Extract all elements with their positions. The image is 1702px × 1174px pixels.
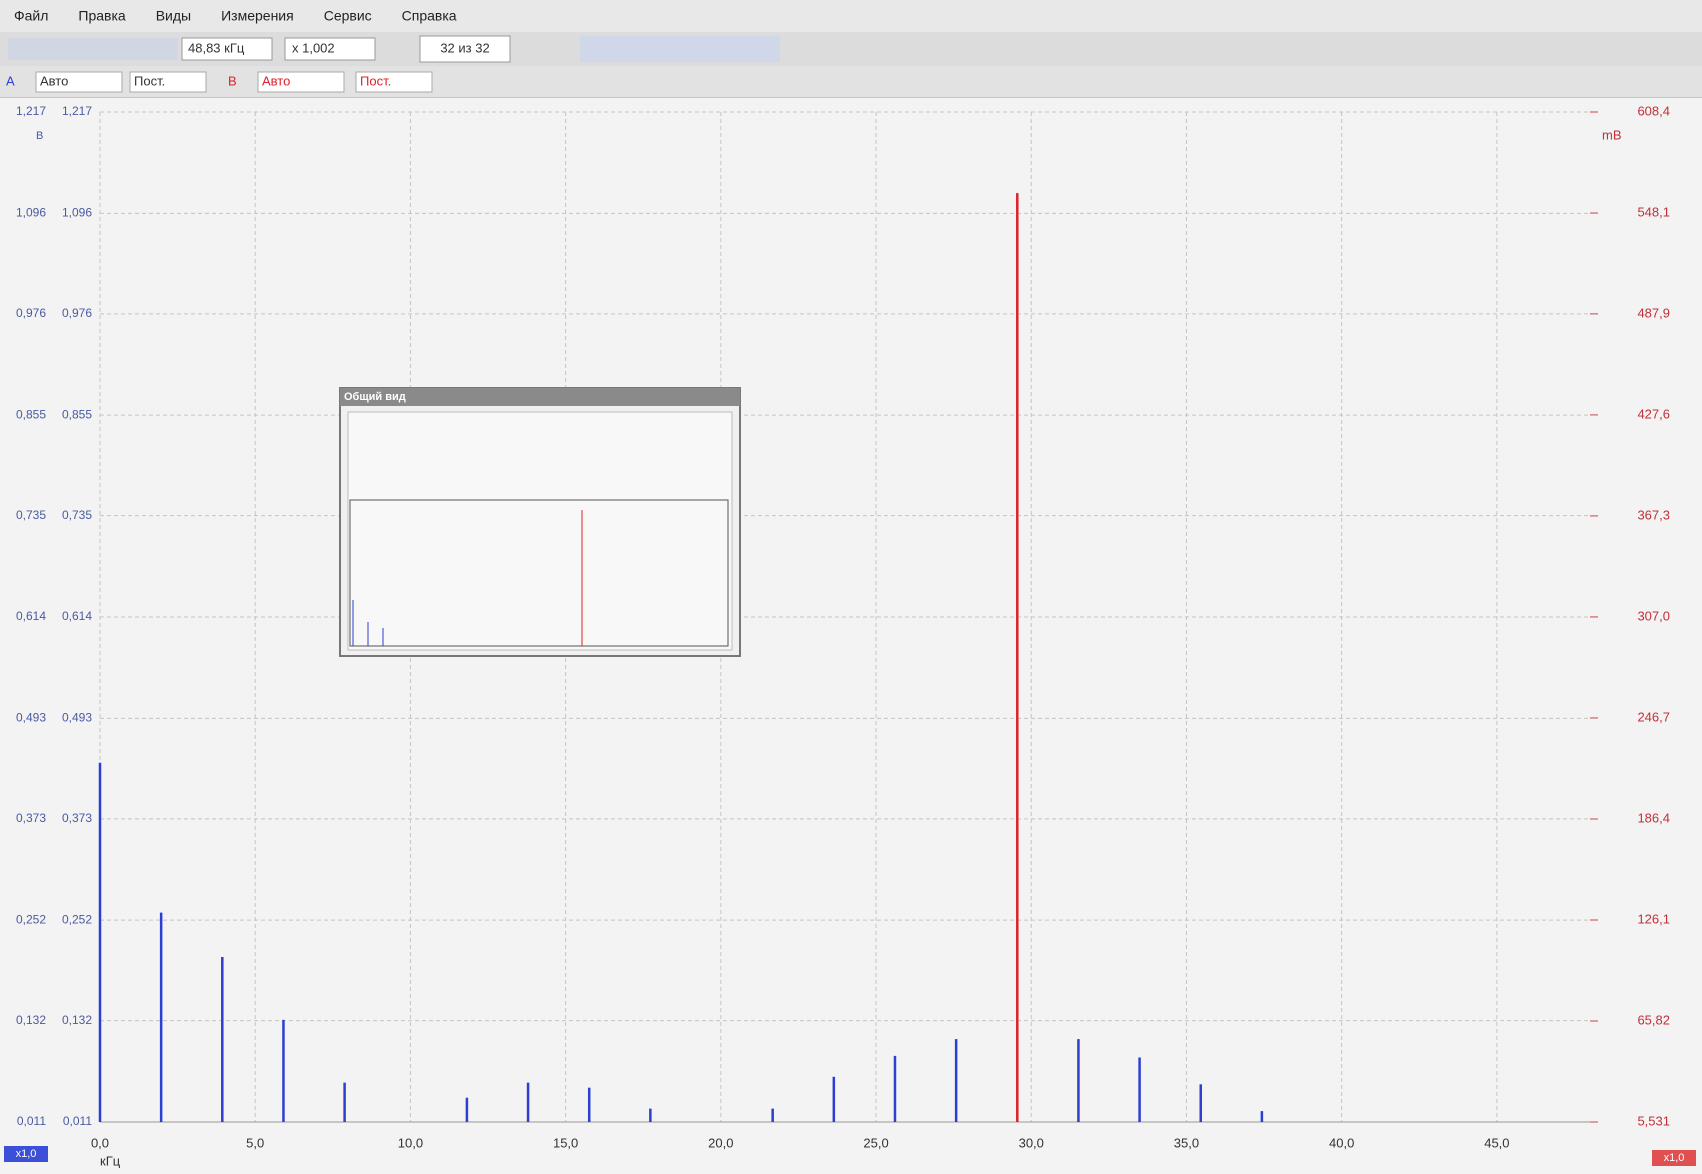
y-tick-label: 0,614 [62, 609, 92, 623]
y-tick-label: 0,735 [62, 508, 92, 522]
y-tick-label: 0,976 [16, 306, 46, 320]
x-tick-label: 35,0 [1174, 1135, 1199, 1150]
y2-tick-label: 487,9 [1637, 305, 1670, 320]
y2-tick-label: 246,7 [1637, 709, 1670, 724]
y-tick-label: 0,735 [16, 508, 46, 522]
y-tick-label: 0,493 [62, 711, 92, 725]
channel-a-label: A [6, 73, 15, 88]
x-tick-label: 25,0 [863, 1135, 888, 1150]
menu-item[interactable]: Виды [156, 8, 191, 24]
b-coupling: Пост. [360, 73, 391, 88]
buffer: 32 из 32 [440, 40, 489, 55]
x-tick-label: 15,0 [553, 1135, 578, 1150]
y2-tick-label: 307,0 [1637, 608, 1670, 623]
plot: 0,0 5,0 10,0 15,0 20,0 25,0 30,0 35,0 40,0 45,0 кГ… [16, 103, 1670, 1168]
menu: Файл Правка Виды Измерения Сервис Справка [14, 8, 457, 24]
y2-tick-label: 608,4 [1637, 103, 1670, 118]
y-tick-label: 0,252 [16, 912, 46, 926]
channel-b-label: B [228, 73, 237, 88]
y-tick-label: 0,132 [16, 1013, 46, 1027]
overview-titlebar [340, 388, 740, 406]
y-tick-label: 1,096 [62, 206, 92, 220]
y-tick-label: 0,493 [16, 711, 46, 725]
menu-item[interactable]: Справка [402, 8, 457, 24]
scale-badge-a-text: x1,0 [16, 1148, 37, 1160]
plot-background [0, 98, 1702, 1174]
y-tick-label: 1,217 [62, 104, 92, 118]
y2-tick-label: 548,1 [1637, 204, 1670, 219]
toolbar [0, 32, 1702, 66]
overview-plot [347, 411, 733, 651]
scale-badge-b [1652, 1150, 1696, 1166]
x-tick-label: 40,0 [1329, 1135, 1354, 1150]
a-range-select[interactable] [35, 71, 123, 93]
y-tick-label: 1,096 [16, 206, 46, 220]
x-tick-label: 10,0 [398, 1135, 423, 1150]
x-tick-label: 20,0 [708, 1135, 733, 1150]
tool-buttons[interactable] [580, 36, 780, 62]
scale-badge-a [4, 1146, 48, 1162]
y2-tick-label: 186,4 [1637, 810, 1670, 825]
buffer-field[interactable] [419, 35, 511, 63]
sample-rate: 48,83 кГц [188, 40, 245, 55]
menu-item[interactable]: Правка [78, 8, 126, 24]
b-range-select[interactable] [257, 71, 345, 93]
x-axis-unit: кГц [100, 1153, 121, 1168]
y-tick-label: 0,373 [62, 811, 92, 825]
sample-rate-field[interactable] [181, 37, 273, 61]
y2-tick-label: 427,6 [1637, 406, 1670, 421]
y2-axis-unit: mB [1602, 127, 1622, 142]
view-buttons[interactable] [8, 38, 178, 60]
y-axis-unit: В [36, 130, 43, 142]
overview-window: Общий вид [339, 387, 741, 657]
y-tick-label: 0,855 [62, 407, 92, 421]
x-tick-label: 45,0 [1484, 1135, 1509, 1150]
a-range: Авто [40, 73, 68, 88]
menu-bar [0, 0, 1702, 32]
x-tick-label: 30,0 [1019, 1135, 1044, 1150]
x-tick-label: 5,0 [246, 1135, 264, 1150]
scale-badge-b-text: x1,0 [1664, 1152, 1685, 1164]
y2-tick-label: 367,3 [1637, 507, 1670, 522]
overview-title: Общий вид [344, 391, 406, 403]
y-tick-label: 1,217 [16, 104, 46, 118]
a-coupling-select[interactable] [129, 71, 207, 93]
y2-tick-label: 65,82 [1637, 1012, 1670, 1027]
y-tick-label: 0,373 [16, 811, 46, 825]
menu-item[interactable]: Измерения [221, 8, 294, 24]
y2-tick-label: 5,531 [1637, 1113, 1670, 1128]
overview-viewport[interactable] [349, 499, 729, 647]
zoom-field[interactable] [284, 37, 376, 61]
y-tick-label: 0,132 [62, 1013, 92, 1027]
a-coupling: Пост. [134, 73, 165, 88]
y-tick-label: 0,011 [63, 1114, 92, 1128]
channel-bar [0, 66, 1702, 98]
menu-item[interactable]: Файл [14, 8, 48, 24]
y-tick-label: 0,976 [62, 306, 92, 320]
b-coupling-select[interactable] [355, 71, 433, 93]
menu-item[interactable]: Сервис [324, 8, 372, 24]
y-tick-label: 0,252 [62, 912, 92, 926]
zoom: x 1,002 [292, 40, 335, 55]
y2-tick-label: 126,1 [1637, 911, 1670, 926]
b-range: Авто [262, 73, 290, 88]
y-tick-label: 0,011 [17, 1114, 46, 1128]
y-tick-label: 0,855 [16, 407, 46, 421]
y-tick-label: 0,614 [16, 609, 46, 623]
x-tick-label: 0,0 [91, 1135, 109, 1150]
